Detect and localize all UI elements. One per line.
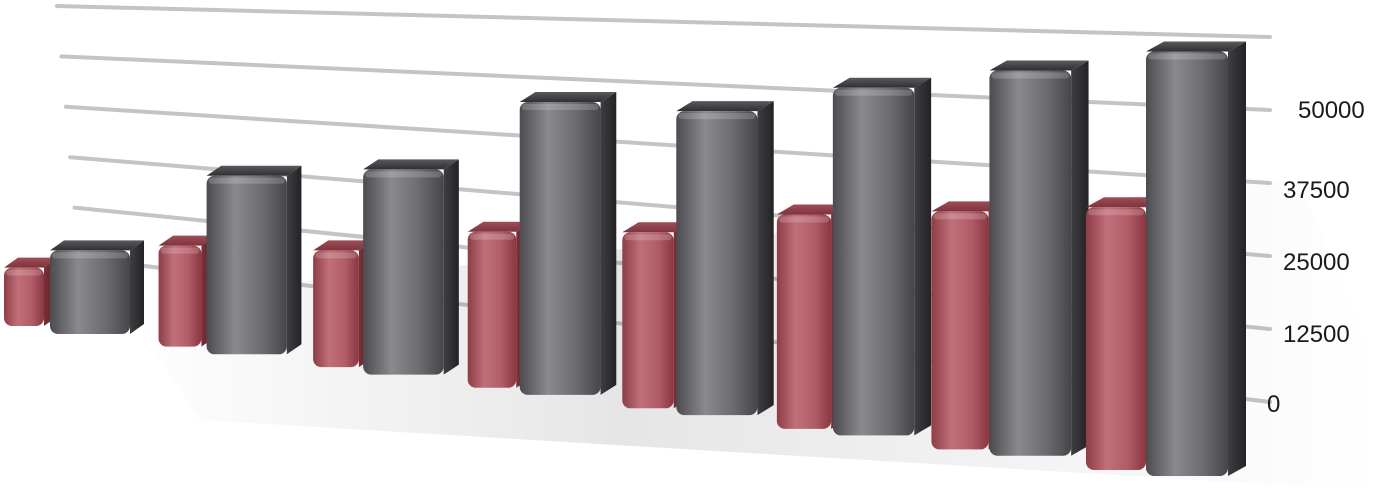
gray-bar-side (914, 77, 932, 436)
gray-bar-highlight (208, 177, 285, 184)
gray-bar-front (676, 111, 758, 416)
red-bar-front (1086, 207, 1146, 470)
gray-bar-5 (676, 101, 774, 416)
gray-bar-side (130, 240, 144, 334)
y-tick-label: 0 (1267, 391, 1280, 418)
red-bar-front (622, 232, 674, 409)
red-bar-front (776, 214, 832, 429)
gray-bar-top (676, 101, 774, 112)
gray-bar-front (832, 87, 915, 436)
gray-bar-8 (1146, 41, 1246, 476)
gray-bar-side (1228, 41, 1246, 476)
red-bar-highlight (933, 213, 987, 220)
red-bar-highlight (624, 234, 672, 241)
gray-bar-6 (832, 77, 932, 436)
gray-bar-7 (989, 60, 1089, 456)
red-bar-front (313, 250, 359, 368)
red-bar-top (931, 201, 1006, 212)
gray-bar-4 (519, 91, 617, 395)
red-bar-highlight (6, 269, 42, 276)
gray-bar-front (519, 101, 601, 395)
gray-bar-side (600, 91, 617, 395)
red-bar-top (776, 204, 848, 215)
red-bar-highlight (160, 247, 200, 254)
red-bar-highlight (315, 252, 357, 259)
red-bar-top (158, 235, 216, 246)
gray-bar-side (286, 165, 302, 355)
red-bar-highlight (778, 216, 830, 223)
gray-bar-highlight (678, 113, 756, 120)
gray-bar-front (50, 250, 130, 334)
gray-bar-2 (206, 165, 302, 355)
gridline (55, 4, 1272, 39)
red-bar-highlight (469, 233, 515, 240)
gray-bar-top (206, 165, 302, 176)
gray-bar-front (206, 175, 287, 355)
y-axis-ticks: 0 12500 25000 37500 50000 (1267, 97, 1365, 418)
red-bar-front (467, 231, 517, 388)
y-tick-label: 50000 (1298, 97, 1365, 124)
red-bar-front (931, 211, 989, 450)
gray-bar-top (1146, 41, 1246, 52)
gray-bar-top (50, 240, 144, 251)
red-bar-top (467, 221, 532, 232)
red-bar-top (622, 222, 690, 233)
gray-bar-side (1071, 60, 1089, 456)
gray-bar-highlight (991, 72, 1070, 79)
red-bar-top (1086, 197, 1164, 208)
red-bar-highlight (1088, 209, 1144, 216)
bars (4, 41, 1246, 476)
red-bar-top (4, 257, 58, 268)
gridline (59, 54, 1272, 112)
gray-bar-top (363, 159, 459, 170)
gray-bar-3 (363, 159, 459, 375)
gray-bar-highlight (834, 89, 913, 96)
gray-bar-highlight (521, 103, 599, 110)
gray-bar-highlight (365, 171, 442, 178)
y-tick-label: 25000 (1283, 249, 1350, 276)
y-tick-label: 12500 (1283, 321, 1350, 348)
gray-bar-front (989, 70, 1072, 456)
y-tick-label: 37500 (1283, 177, 1350, 204)
gray-bar-top (519, 91, 617, 102)
gray-bar-1 (50, 240, 144, 334)
gray-bar-front (1146, 51, 1228, 476)
gray-bar-front (363, 169, 444, 375)
gray-bar-top (832, 77, 932, 88)
red-bar-1 (4, 257, 58, 326)
gray-bar-highlight (1148, 53, 1226, 60)
red-bar-top (313, 240, 374, 251)
gray-bar-highlight (52, 252, 128, 259)
gray-bar-side (443, 159, 459, 375)
red-bar-front (4, 267, 44, 326)
gray-bar-top (989, 60, 1089, 71)
gray-bar-side (757, 101, 774, 416)
red-bar-front (158, 245, 202, 347)
